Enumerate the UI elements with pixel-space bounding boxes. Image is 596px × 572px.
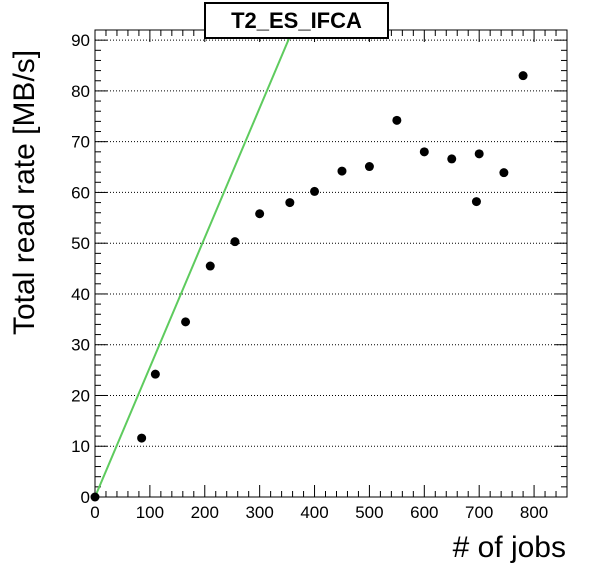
x-tick-label: 800 (520, 503, 548, 522)
chart-title-box: T2_ES_IFCA (204, 2, 389, 39)
data-point (90, 492, 100, 502)
data-point (150, 369, 160, 379)
y-axis-title: Total read rate [MB/s] (8, 50, 41, 335)
gridlines (95, 39, 567, 447)
data-point (230, 237, 240, 247)
x-axis-ticks: 0 100 200 300 400 500 600 700 800 (90, 30, 557, 522)
data-point (181, 317, 191, 327)
y-tick-label: 20 (71, 386, 90, 405)
data-point (285, 198, 295, 208)
reference-line (95, 30, 294, 497)
x-tick-label: 100 (136, 503, 164, 522)
x-tick-label: 400 (300, 503, 328, 522)
y-tick-label: 80 (71, 82, 90, 101)
data-points (90, 71, 528, 502)
y-tick-label: 60 (71, 183, 90, 202)
x-tick-label: 600 (410, 503, 438, 522)
data-point (337, 166, 347, 176)
y-tick-label: 40 (71, 285, 90, 304)
data-point (419, 147, 429, 157)
data-point (518, 71, 528, 81)
x-axis-title: # of jobs (453, 531, 566, 564)
y-tick-label: 0 (81, 488, 90, 507)
x-tick-label: 0 (90, 503, 99, 522)
reference-line-group (95, 30, 294, 497)
y-tick-label: 50 (71, 234, 90, 253)
y-tick-label: 70 (71, 133, 90, 152)
data-point (471, 197, 481, 207)
data-point (499, 168, 509, 178)
data-point (474, 149, 484, 159)
x-tick-label: 700 (465, 503, 493, 522)
data-point (447, 154, 457, 164)
chart-title: T2_ES_IFCA (231, 8, 362, 33)
y-tick-label: 30 (71, 336, 90, 355)
data-point (137, 433, 147, 443)
y-tick-label: 10 (71, 437, 90, 456)
data-point (255, 209, 265, 219)
data-point (364, 162, 374, 172)
data-point (392, 115, 402, 125)
x-tick-label: 300 (245, 503, 273, 522)
x-tick-label: 500 (355, 503, 383, 522)
y-tick-label: 90 (71, 31, 90, 50)
x-tick-label: 200 (191, 503, 219, 522)
data-point (310, 186, 320, 196)
y-axis-ticks: 0 10 20 30 40 50 60 70 80 90 (71, 31, 567, 507)
plot-frame (94, 29, 568, 498)
data-point (205, 261, 215, 271)
